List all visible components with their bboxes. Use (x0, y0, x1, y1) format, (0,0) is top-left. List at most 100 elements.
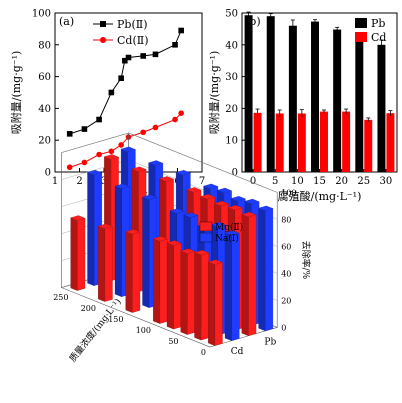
bar-side (87, 172, 95, 286)
legend-label: Pb (371, 17, 385, 30)
legend-marker (100, 37, 106, 43)
bar-side (224, 232, 232, 341)
legend-swatch (355, 32, 367, 42)
bar-top (258, 205, 274, 211)
y-tick-label: 60 (38, 72, 51, 83)
bar-top (213, 200, 230, 207)
bar (377, 44, 386, 172)
y-axis-label: 吸附量/(mg·g⁻¹) (207, 51, 221, 135)
y-tick-label: 150 (108, 315, 123, 324)
z-tick-label: 40 (281, 269, 291, 278)
data-point (178, 110, 184, 116)
bar (386, 113, 395, 172)
bar-side (180, 250, 188, 335)
bar-side (166, 242, 174, 330)
y-axis-label: 吸附量/(mg·g⁻¹) (9, 51, 23, 135)
bar-side (142, 196, 150, 308)
legend-label: Cd(Ⅱ) (117, 34, 149, 47)
bar-front (200, 252, 209, 341)
x-tick-label: 2 (76, 176, 82, 187)
y-tick-label: 0 (201, 348, 206, 357)
bar-front (159, 238, 168, 324)
y-tick-label: 40 (38, 104, 51, 115)
data-point (108, 89, 115, 96)
bar (355, 35, 364, 173)
y-tick-label: 20 (225, 104, 238, 115)
bar-top (210, 222, 226, 228)
x-category-label: Cd (231, 347, 244, 357)
bar-top (194, 250, 210, 256)
data-point (178, 27, 184, 34)
bar-top (152, 236, 168, 242)
panel-label: (a) (59, 15, 74, 28)
bar (275, 113, 284, 172)
bar-top (97, 223, 113, 229)
x-tick-label: 1 (52, 176, 58, 187)
bar-side (98, 225, 105, 302)
z-tick-label: 60 (281, 242, 291, 251)
bar-top (200, 194, 216, 200)
bar (364, 119, 373, 172)
x-axis-label: 腐殖酸/(mg·L⁻¹) (278, 189, 362, 203)
bar-front (265, 208, 274, 332)
y-tick-label: 10 (225, 136, 238, 147)
bar (297, 113, 306, 172)
legend-label: Na(Ⅰ) (215, 233, 239, 244)
data-point (118, 75, 124, 81)
bar (320, 111, 328, 172)
bar (333, 29, 342, 173)
bar-top (175, 170, 191, 176)
bar-top (148, 160, 164, 166)
bar-top (142, 194, 158, 200)
z-tick-label: 80 (281, 215, 291, 224)
bar-top (169, 208, 185, 214)
bar-side (70, 217, 78, 291)
bar (253, 112, 262, 172)
legend-label: Pb(Ⅱ) (117, 18, 148, 31)
y-tick-label: 200 (81, 304, 96, 313)
bar-top (180, 248, 196, 254)
bar-top (227, 205, 243, 211)
bar-top (186, 187, 202, 193)
bar (288, 25, 297, 172)
bar-top (87, 169, 103, 176)
bar-front (77, 218, 86, 291)
bar-side (194, 252, 202, 341)
bar (244, 15, 253, 173)
bar (342, 111, 351, 172)
bar-top (224, 230, 240, 236)
x-tick-label: 10 (291, 176, 304, 187)
data-point (122, 57, 128, 64)
data-point (125, 54, 132, 61)
y-tick-label: 250 (53, 293, 68, 302)
bar-front (231, 233, 240, 341)
data-point (81, 126, 88, 132)
y-tick-label: 100 (136, 326, 151, 335)
data-point (140, 53, 146, 59)
bar-side (208, 261, 215, 346)
bar-front (214, 262, 223, 346)
x-tick-label: 5 (272, 176, 278, 187)
bar-front (187, 251, 196, 335)
legend-swatch (199, 221, 213, 232)
bar-top (244, 198, 260, 205)
x-tick-label: 30 (380, 176, 393, 187)
bar-top (125, 229, 141, 235)
bar-top (103, 154, 120, 160)
bar-side (125, 231, 133, 313)
bar-front (132, 231, 141, 313)
z-tick-label: 0 (281, 323, 286, 332)
legend-label: Mg(Ⅱ) (215, 222, 243, 233)
bar-side (114, 185, 122, 297)
data-point (96, 151, 102, 158)
x-tick-label: 25 (357, 176, 370, 187)
bar-top (114, 183, 130, 189)
bar-top (183, 212, 199, 218)
bar-front (173, 243, 182, 330)
x-category-label: Pb (264, 337, 276, 347)
data-point (152, 51, 159, 58)
data-point (140, 129, 146, 136)
x-tick-label: 3 (101, 176, 107, 187)
